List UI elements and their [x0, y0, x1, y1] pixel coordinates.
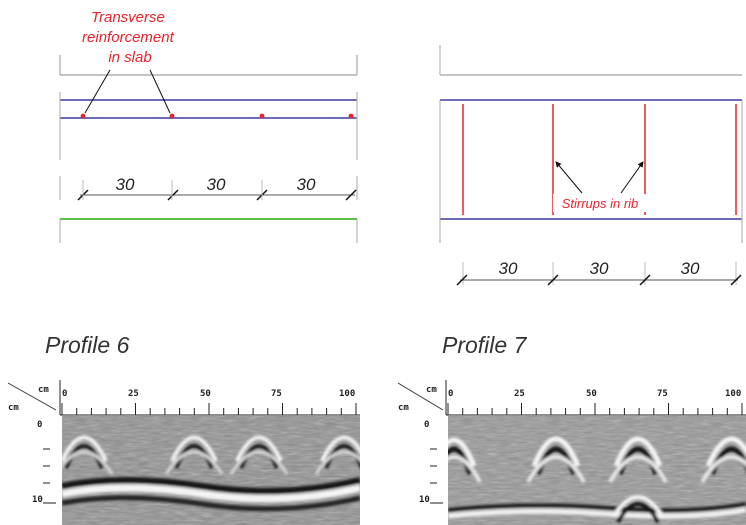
rib-diagram: Stirrups in rib 30 30 30: [439, 45, 743, 286]
x-tick-label: 25: [514, 389, 525, 399]
spacing-label: 30: [590, 259, 609, 278]
x-tick-label: 100: [725, 389, 741, 399]
y-unit-label: cm: [8, 403, 19, 413]
x-tick-label: 25: [128, 389, 139, 399]
spacing-label: 30: [207, 175, 226, 194]
rebar-dot: [169, 113, 175, 119]
spacing-label: 30: [116, 175, 135, 194]
slab-dimension-line: 30 30 30: [59, 175, 358, 201]
radargram-image: [62, 416, 360, 525]
x-unit-label: cm: [426, 385, 437, 395]
y-unit-label: cm: [398, 403, 409, 413]
y-tick-label: 10: [32, 495, 43, 505]
slab-diagram: Transverse reinforcement in slab 30 30 3…: [59, 9, 358, 243]
y-tick-label: 0: [37, 420, 42, 430]
rebar-dot: [348, 113, 354, 119]
radargram-image: [448, 416, 746, 525]
rib-dimension-line: 30 30 30: [456, 259, 742, 286]
x-unit-label: cm: [38, 385, 49, 395]
spacing-label: 30: [681, 259, 700, 278]
annotation-arrow: [149, 69, 171, 114]
x-tick-label: 50: [200, 389, 211, 399]
x-tick-label: 75: [271, 389, 282, 399]
y-tick-label: 10: [419, 495, 430, 505]
x-tick-label: 75: [657, 389, 668, 399]
y-tick-label: 0: [424, 420, 429, 430]
rebar-dot: [259, 113, 265, 119]
annotation-arrow: [84, 69, 111, 114]
spacing-label: 30: [499, 259, 518, 278]
stirrup-annotation: Stirrups in rib: [562, 196, 639, 211]
profile-6-radargram: cm cm 0 25 50 75 100 0 10: [7, 380, 360, 525]
annotation-arrow: [620, 161, 644, 194]
annotation-arrow: [555, 161, 583, 194]
profile-6-title: Profile 6: [45, 332, 130, 358]
slab-annotation: Transverse reinforcement in slab: [82, 9, 178, 66]
rebar-dot: [80, 113, 86, 119]
x-tick-label: 50: [586, 389, 597, 399]
x-tick-label: 0: [62, 389, 67, 399]
profile-7-title: Profile 7: [442, 332, 528, 358]
x-tick-label: 100: [339, 389, 355, 399]
x-tick-label: 0: [448, 389, 453, 399]
spacing-label: 30: [297, 175, 316, 194]
profile-7-radargram: cm cm 0 25 50 75 100 0 10: [397, 380, 746, 525]
